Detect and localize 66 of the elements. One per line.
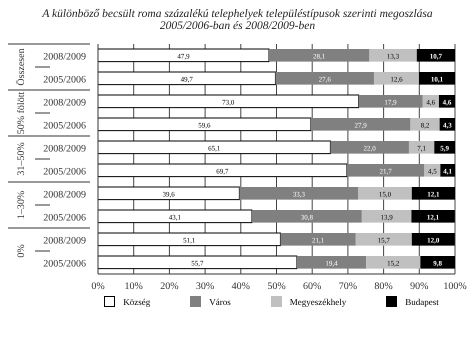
bar bbox=[408, 141, 434, 154]
y-tick-label: 2005/2006 bbox=[43, 212, 86, 224]
bar bbox=[374, 72, 419, 85]
x-tick-label: 70% bbox=[338, 281, 358, 292]
bar bbox=[358, 95, 423, 108]
x-tick-label: 100% bbox=[443, 281, 467, 292]
text: Összesen bbox=[15, 48, 27, 86]
bar bbox=[362, 210, 412, 223]
text: 31–50% bbox=[16, 142, 27, 176]
text: 50% fölött bbox=[16, 92, 27, 134]
bar bbox=[416, 49, 455, 62]
x-tick-label: 40% bbox=[232, 281, 250, 292]
bar bbox=[98, 256, 298, 270]
bar bbox=[98, 164, 348, 178]
bar bbox=[418, 72, 455, 85]
bar bbox=[369, 49, 417, 62]
bar bbox=[98, 210, 252, 224]
y-tick-label: 2005/2006 bbox=[43, 74, 86, 86]
bar bbox=[412, 187, 455, 200]
bar bbox=[98, 186, 240, 200]
bar bbox=[98, 48, 270, 62]
chart-title: A különböző becsült roma százalékú telephelyek településtípusok szerinti megoszlása bbox=[40, 8, 434, 20]
y-tick-label: 2005/2006 bbox=[43, 166, 86, 178]
bar bbox=[98, 118, 312, 132]
bar bbox=[410, 118, 440, 131]
bar bbox=[98, 72, 276, 86]
bar bbox=[252, 210, 362, 223]
x-tick-label: 30% bbox=[196, 281, 214, 292]
legend-label: Város bbox=[208, 296, 231, 307]
x-tick-label: 0% bbox=[91, 281, 105, 292]
bar bbox=[420, 256, 455, 269]
bar bbox=[356, 233, 412, 246]
legend-label: Budapest bbox=[404, 296, 439, 307]
legend-label: Megyeszékhely bbox=[288, 296, 346, 307]
bar bbox=[310, 118, 410, 131]
bar bbox=[98, 232, 281, 246]
x-tick-label: 50% bbox=[267, 281, 286, 292]
y-tick-label: 2008/2009 bbox=[43, 144, 86, 154]
y-tick-label: 2005/2006 bbox=[43, 258, 86, 270]
bar bbox=[411, 210, 455, 223]
bar bbox=[269, 49, 370, 62]
x-tick-label: 60% bbox=[303, 281, 322, 292]
bar bbox=[330, 141, 409, 154]
y-tick-label: 2008/2009 bbox=[43, 98, 86, 108]
legend-label: Község bbox=[122, 296, 150, 307]
bar bbox=[346, 164, 424, 177]
y-tick-label: 2008/2009 bbox=[43, 190, 86, 200]
bar bbox=[280, 233, 356, 246]
chart-subtitle: 2005/2006-ban és 2008/2009-ben bbox=[158, 20, 316, 32]
bar bbox=[358, 187, 412, 200]
x-tick-label: 10% bbox=[124, 281, 143, 292]
bar bbox=[366, 256, 420, 269]
x-tick-label: 90% bbox=[410, 281, 428, 292]
bar bbox=[275, 72, 374, 85]
y-tick-label: 2005/2006 bbox=[43, 120, 86, 132]
x-tick-label: 80% bbox=[374, 281, 393, 292]
y-tick-label: 2008/2009 bbox=[43, 52, 86, 62]
y-tick-label: 2008/2009 bbox=[43, 236, 86, 246]
bar bbox=[239, 187, 358, 200]
bar bbox=[98, 140, 331, 154]
text: 1–30% bbox=[16, 190, 27, 220]
bar bbox=[98, 94, 360, 108]
bar bbox=[296, 256, 366, 269]
bar bbox=[412, 233, 455, 246]
text: 0% bbox=[16, 244, 27, 258]
x-tick-label: 20% bbox=[160, 281, 179, 292]
